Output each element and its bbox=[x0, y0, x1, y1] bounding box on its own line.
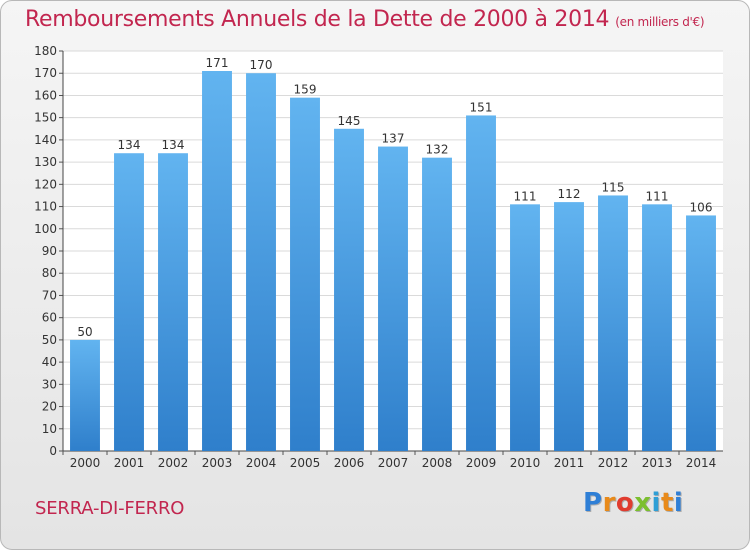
logo-letter: x bbox=[634, 488, 652, 518]
bar bbox=[114, 153, 144, 451]
bar-value-label: 134 bbox=[162, 138, 185, 152]
bar bbox=[466, 115, 496, 451]
y-tick-label: 0 bbox=[49, 444, 57, 458]
bar bbox=[642, 204, 672, 451]
y-tick-label: 180 bbox=[34, 44, 57, 58]
y-tick-label: 10 bbox=[42, 422, 57, 436]
logo-letter: i bbox=[673, 488, 684, 518]
y-tick-label: 60 bbox=[42, 311, 57, 325]
chart-unit-label: (en milliers d'€) bbox=[615, 15, 705, 29]
y-tick-label: 80 bbox=[42, 266, 57, 280]
commune-name: SERRA-DI-FERRO bbox=[35, 498, 185, 519]
x-tick-label: 2008 bbox=[422, 456, 453, 470]
bar-value-label: 134 bbox=[118, 138, 141, 152]
chart-title-text: Remboursements Annuels de la Dette de 20… bbox=[25, 7, 610, 32]
x-tick-label: 2010 bbox=[510, 456, 541, 470]
bar-value-label: 115 bbox=[602, 180, 625, 194]
bar-value-label: 112 bbox=[558, 187, 581, 201]
y-tick-label: 20 bbox=[42, 400, 57, 414]
bar bbox=[510, 204, 540, 451]
x-tick-label: 2014 bbox=[686, 456, 717, 470]
bar bbox=[422, 157, 452, 451]
x-tick-label: 2000 bbox=[70, 456, 101, 470]
y-tick-label: 150 bbox=[34, 111, 57, 125]
x-tick-label: 2009 bbox=[466, 456, 497, 470]
y-tick-label: 140 bbox=[34, 133, 57, 147]
bar bbox=[202, 71, 232, 451]
bar-value-label: 111 bbox=[514, 189, 537, 203]
bar bbox=[334, 128, 364, 451]
x-tick-label: 2013 bbox=[642, 456, 673, 470]
logo-letter: t bbox=[660, 488, 674, 518]
x-tick-label: 2001 bbox=[114, 456, 145, 470]
bar bbox=[290, 97, 320, 452]
y-tick-label: 40 bbox=[42, 355, 57, 369]
y-tick-label: 100 bbox=[34, 222, 57, 236]
bar-value-label: 145 bbox=[338, 114, 361, 128]
y-tick-label: 70 bbox=[42, 288, 57, 302]
bar-value-label: 151 bbox=[470, 100, 493, 114]
bar-value-label: 50 bbox=[77, 325, 92, 339]
bar bbox=[158, 153, 188, 451]
x-tick-label: 2003 bbox=[202, 456, 233, 470]
logo-letter: i bbox=[651, 488, 661, 518]
x-tick-label: 2004 bbox=[246, 456, 277, 470]
logo-letter: P bbox=[583, 488, 603, 518]
chart-title: Remboursements Annuels de la Dette de 20… bbox=[25, 7, 705, 32]
bar bbox=[378, 146, 408, 452]
bar-value-label: 170 bbox=[250, 58, 273, 72]
x-tick-label: 2011 bbox=[554, 456, 585, 470]
x-tick-label: 2005 bbox=[290, 456, 321, 470]
x-tick-label: 2012 bbox=[598, 456, 629, 470]
y-tick-label: 120 bbox=[34, 177, 57, 191]
bar-value-label: 106 bbox=[690, 200, 713, 214]
bar-value-label: 137 bbox=[382, 132, 405, 146]
proxiti-logo: Proxiti bbox=[583, 488, 683, 518]
x-tick-label: 2002 bbox=[158, 456, 189, 470]
bar-value-label: 111 bbox=[646, 189, 669, 203]
logo-letter: o bbox=[615, 488, 635, 518]
y-tick-label: 30 bbox=[42, 377, 57, 391]
bar bbox=[246, 73, 276, 451]
y-tick-label: 160 bbox=[34, 88, 57, 102]
logo-letter: r bbox=[602, 488, 616, 518]
bar-value-label: 159 bbox=[294, 83, 317, 97]
y-tick-label: 50 bbox=[42, 333, 57, 347]
y-tick-label: 130 bbox=[34, 155, 57, 169]
bar-value-label: 132 bbox=[426, 143, 449, 157]
bar bbox=[686, 215, 716, 451]
bar bbox=[598, 195, 628, 451]
bar bbox=[554, 202, 584, 451]
bar-value-label: 171 bbox=[206, 56, 229, 70]
y-tick-label: 110 bbox=[34, 200, 57, 214]
bar bbox=[70, 339, 100, 451]
y-tick-label: 90 bbox=[42, 244, 57, 258]
x-tick-label: 2006 bbox=[334, 456, 365, 470]
x-tick-label: 2007 bbox=[378, 456, 409, 470]
y-tick-label: 170 bbox=[34, 66, 57, 80]
